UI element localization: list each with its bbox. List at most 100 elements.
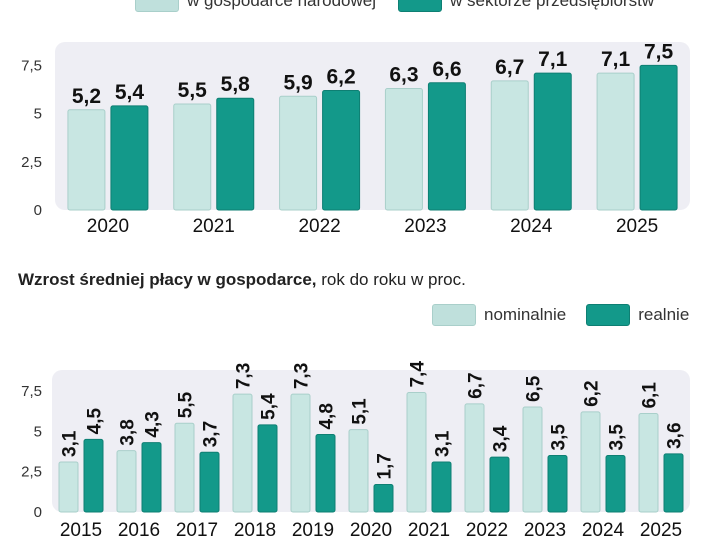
bar-series2 — [639, 64, 678, 211]
bar-series1 — [490, 80, 529, 211]
x-category-label: 2017 — [176, 520, 218, 540]
x-category-label: 2021 — [193, 216, 235, 237]
bar-value-label: 4,3 — [143, 411, 164, 437]
legend-label-nominal: nominalnie — [484, 305, 567, 324]
bar-value-label: 1,7 — [375, 453, 396, 479]
bar-series1 — [290, 393, 311, 513]
bar-value-label: 5,2 — [72, 85, 101, 108]
legend-chart1: w gospodarce narodowej w sektorze przeds… — [135, 0, 654, 12]
bar-series2 — [322, 89, 361, 211]
chart2-title: Wzrost średniej płacy w gospodarce, rok … — [18, 270, 466, 290]
bar-series2 — [427, 82, 466, 211]
bar-value-label: 4,8 — [317, 403, 338, 429]
x-category-label: 2025 — [616, 216, 658, 237]
x-category-label: 2020 — [350, 520, 392, 540]
bar-value-label: 6,2 — [326, 65, 355, 88]
bar-series2 — [315, 434, 336, 513]
bar-value-label: 3,1 — [433, 430, 454, 457]
chart-average-wage-level: 0 2,5 5 7,5 5,2 5,4 2020 5,5 5,8 2021 5,9 6,2 2022 6,… — [21, 40, 690, 237]
y-tick-label: 7,5 — [21, 57, 42, 74]
bar-series1 — [464, 403, 485, 513]
x-category-label: 2024 — [582, 520, 625, 540]
x-category-label: 2025 — [640, 520, 682, 540]
x-category-label: 2022 — [298, 216, 340, 237]
x-category-label: 2023 — [524, 520, 566, 540]
bar-value-label: 3,4 — [491, 425, 512, 452]
bar-value-label: 7,4 — [408, 361, 429, 388]
bar-value-label: 5,8 — [221, 73, 251, 96]
plot-background — [55, 42, 690, 210]
bar-value-label: 3,6 — [665, 422, 686, 448]
bar-value-label: 5,1 — [350, 398, 371, 425]
bar-series2 — [257, 424, 278, 513]
y-tick-label: 5 — [34, 423, 42, 440]
bar-series1 — [596, 72, 635, 211]
x-category-label: 2018 — [234, 520, 276, 540]
bar-series1 — [348, 429, 369, 513]
y-tick-label: 2,5 — [21, 464, 42, 481]
bar-series1 — [58, 461, 79, 513]
bar-series2 — [83, 438, 104, 513]
bar-series2 — [199, 451, 220, 513]
bar-series2 — [547, 454, 568, 513]
bar-value-label: 4,5 — [85, 408, 106, 435]
bar-value-label: 6,7 — [495, 56, 524, 79]
bar-value-label: 3,5 — [607, 424, 628, 451]
bar-series2 — [663, 453, 684, 513]
legend-label-series2: w sektorze przedsiębiorstw — [450, 0, 655, 10]
bar-value-label: 7,3 — [292, 363, 313, 389]
y-tick-label: 0 — [34, 202, 42, 219]
bar-series1 — [232, 393, 253, 513]
x-category-label: 2021 — [408, 520, 450, 540]
bar-value-label: 6,3 — [389, 64, 418, 87]
bar-series1 — [384, 88, 423, 211]
bar-series1 — [522, 406, 543, 513]
bar-value-label: 6,1 — [640, 382, 661, 409]
x-category-label: 2016 — [118, 520, 160, 540]
bar-series1 — [406, 392, 427, 513]
bar-value-label: 6,2 — [582, 380, 603, 406]
bar-series1 — [67, 109, 106, 211]
legend-label-real: realnie — [638, 305, 690, 324]
x-category-label: 2020 — [87, 216, 129, 237]
chart-wage-growth: 0 2,5 5 7,5 3,1 4,5 2015 3,8 4,3 2016 5,53,7 2017 7,… — [21, 361, 690, 540]
bar-value-label: 5,5 — [176, 391, 197, 418]
legend-swatch-light — [432, 304, 476, 326]
legend-label-series1: w gospodarce narodowej — [187, 0, 377, 10]
x-category-label: 2022 — [466, 520, 508, 540]
bar-value-label: 7,3 — [234, 363, 255, 389]
bar-series1 — [279, 95, 318, 211]
bar-series1 — [174, 422, 195, 513]
x-category-label: 2023 — [404, 216, 446, 237]
bar-value-label: 6,7 — [466, 372, 487, 398]
bar-value-label: 3,5 — [549, 424, 570, 451]
bar-value-label: 5,5 — [178, 79, 208, 102]
bar-series2 — [605, 454, 626, 513]
bar-series1 — [638, 413, 659, 513]
bar-series2 — [431, 461, 452, 513]
bar-value-label: 3,7 — [201, 421, 222, 447]
y-tick-label: 2,5 — [21, 154, 42, 171]
y-tick-label: 5 — [34, 106, 42, 123]
x-category-label: 2024 — [510, 216, 553, 237]
y-tick-label: 7,5 — [21, 383, 42, 400]
bar-series2 — [489, 456, 510, 513]
bar-series2 — [373, 484, 394, 513]
bar-series2 — [533, 72, 572, 211]
bar-series1 — [116, 450, 137, 513]
y-tick-label: 0 — [34, 504, 42, 521]
bar-value-label: 7,1 — [538, 48, 568, 71]
bar-value-label: 7,5 — [644, 40, 674, 63]
legend-swatch-light — [135, 0, 179, 12]
chart2-subtitle: rok do roku w proc. — [321, 270, 466, 289]
x-category-label: 2019 — [292, 520, 334, 540]
bar-value-label: 7,1 — [601, 48, 631, 71]
bar-series2 — [216, 97, 255, 211]
bar-value-label: 3,8 — [118, 419, 139, 445]
bar-series2 — [110, 105, 149, 211]
bar-value-label: 6,5 — [524, 375, 545, 402]
bar-value-label: 6,6 — [432, 58, 461, 81]
bar-series1 — [580, 411, 601, 513]
x-category-label: 2015 — [60, 520, 102, 540]
legend-swatch-dark — [398, 0, 443, 12]
